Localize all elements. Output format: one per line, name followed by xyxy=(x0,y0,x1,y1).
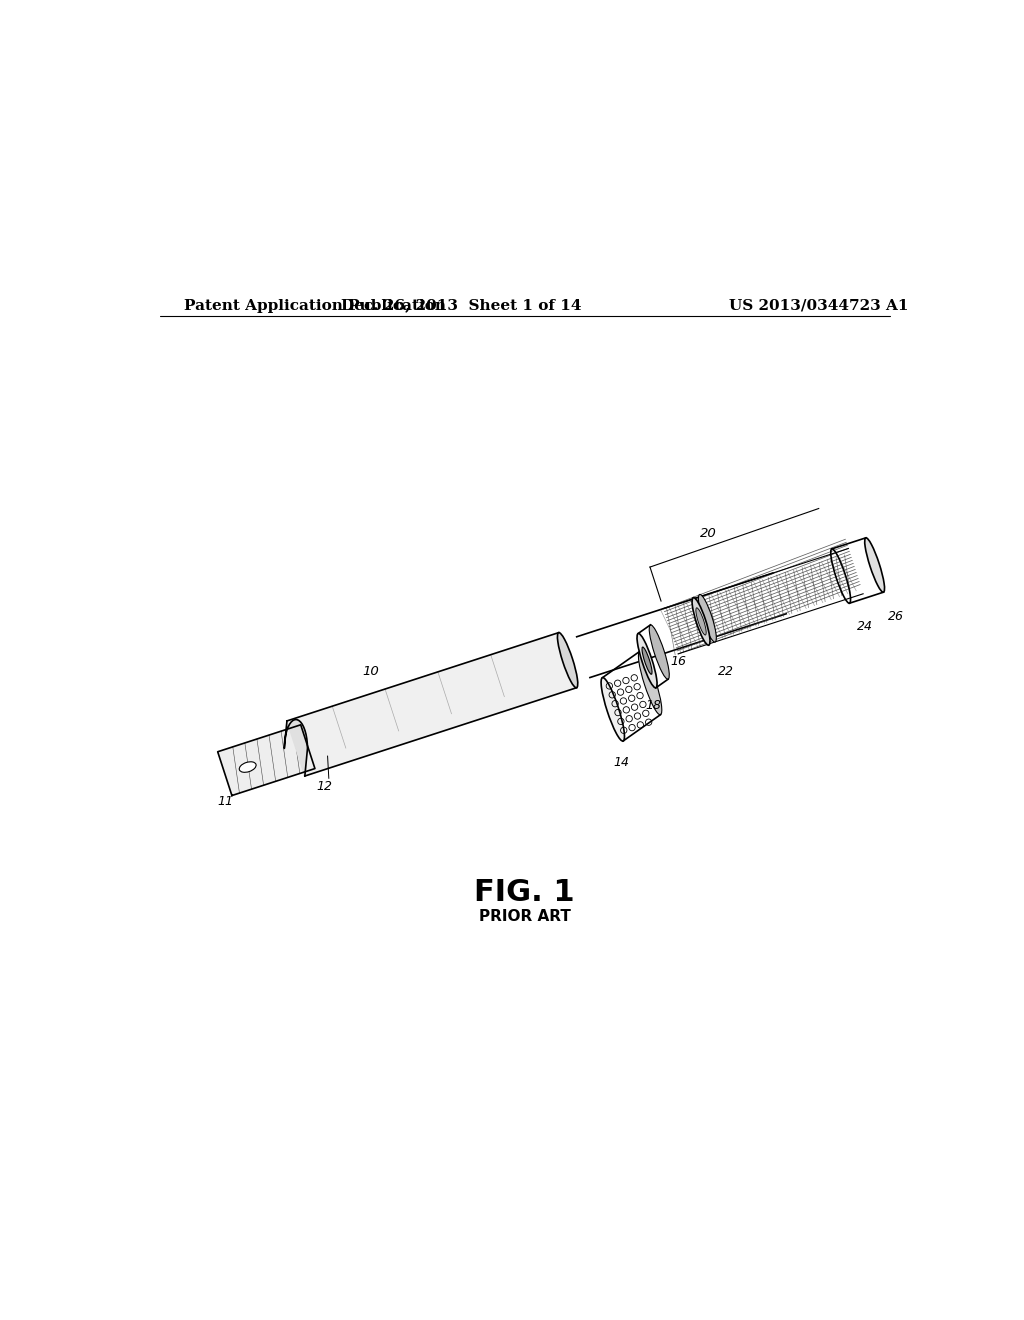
Text: 10: 10 xyxy=(362,664,379,677)
Ellipse shape xyxy=(642,647,652,675)
Text: US 2013/0344723 A1: US 2013/0344723 A1 xyxy=(729,298,908,313)
Text: 20: 20 xyxy=(699,527,716,540)
Ellipse shape xyxy=(698,594,717,642)
Text: 26: 26 xyxy=(888,610,903,623)
Text: 24: 24 xyxy=(857,620,873,632)
Text: 11: 11 xyxy=(217,795,233,808)
Ellipse shape xyxy=(557,632,578,688)
Text: Patent Application Publication: Patent Application Publication xyxy=(183,298,445,313)
Text: 22: 22 xyxy=(718,665,734,678)
Ellipse shape xyxy=(638,651,662,714)
Polygon shape xyxy=(218,725,315,796)
Ellipse shape xyxy=(649,624,670,680)
Polygon shape xyxy=(287,632,577,776)
Ellipse shape xyxy=(601,677,625,741)
Text: 14: 14 xyxy=(613,756,630,768)
Polygon shape xyxy=(285,719,307,776)
Text: FIG. 1: FIG. 1 xyxy=(474,878,575,907)
Text: Dec. 26, 2013  Sheet 1 of 14: Dec. 26, 2013 Sheet 1 of 14 xyxy=(341,298,582,313)
Ellipse shape xyxy=(637,634,657,688)
Ellipse shape xyxy=(692,598,710,645)
Text: 16: 16 xyxy=(671,655,687,668)
Text: PRIOR ART: PRIOR ART xyxy=(479,909,570,924)
Text: 18: 18 xyxy=(645,698,662,711)
Text: 12: 12 xyxy=(316,780,333,793)
Ellipse shape xyxy=(240,762,256,772)
Ellipse shape xyxy=(696,607,707,635)
Ellipse shape xyxy=(864,537,885,593)
